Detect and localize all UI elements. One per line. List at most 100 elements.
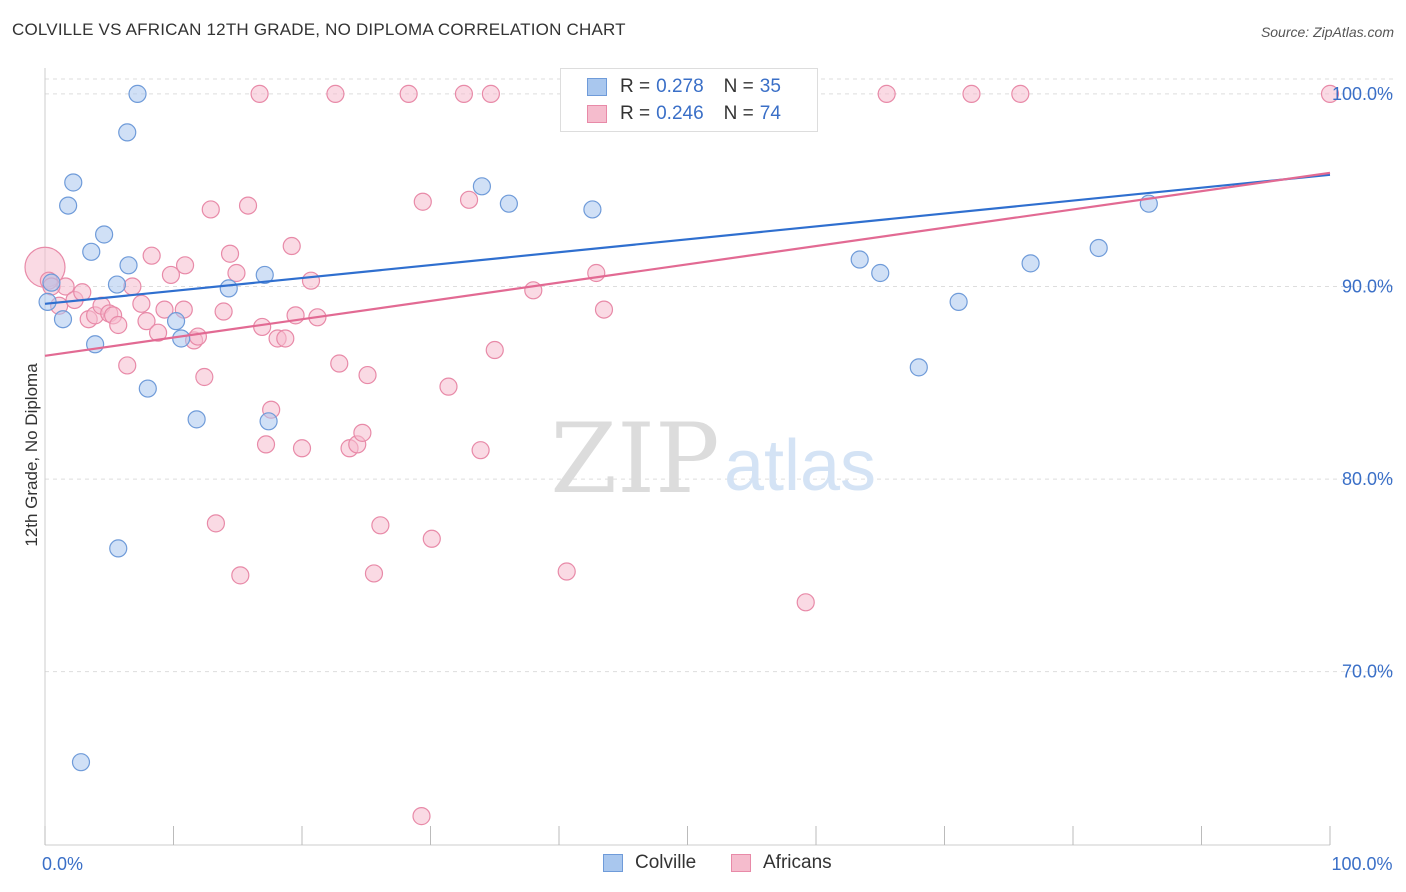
africans-point xyxy=(471,441,490,460)
colville-trend-line xyxy=(44,173,1331,305)
colville-legend-swatch xyxy=(603,854,623,872)
axes xyxy=(44,68,1331,846)
africans-point xyxy=(123,277,142,296)
africans-point xyxy=(220,244,240,263)
colville-point xyxy=(1089,238,1108,258)
trend-lines xyxy=(44,171,1331,357)
series-legend: Colville Africans xyxy=(0,852,1406,876)
africans-r-value: 0.246 xyxy=(656,103,704,124)
africans-point xyxy=(399,84,418,103)
colville-point xyxy=(909,358,928,377)
africans-point xyxy=(358,365,377,385)
watermark: ZIP atlas xyxy=(550,403,876,515)
colville-point xyxy=(219,279,238,298)
africans-point xyxy=(459,190,479,209)
y-tick-label: 80.0% xyxy=(1342,469,1393,489)
stats-legend: R = 0.278 N = 35 R = 0.246 N = 74 xyxy=(560,68,818,132)
africans-point xyxy=(214,302,233,321)
africans-point xyxy=(330,354,349,373)
africans-point xyxy=(326,84,345,103)
colville-point xyxy=(187,410,206,429)
africans-point xyxy=(282,236,301,256)
colville-point xyxy=(109,539,128,558)
africans-point xyxy=(148,323,168,342)
legend-item-africans[interactable]: Africans xyxy=(731,852,832,874)
colville-point xyxy=(583,200,602,219)
africans-point xyxy=(364,564,384,583)
africans-point xyxy=(422,529,441,548)
colville-point xyxy=(82,242,101,261)
africans-point xyxy=(256,435,276,454)
legend-row-africans: R = 0.246 N = 74 xyxy=(587,102,781,126)
x-tick-label: 100.0% xyxy=(1331,854,1392,874)
colville-point xyxy=(128,84,147,103)
colville-point xyxy=(71,753,91,772)
africans-legend-label: Africans xyxy=(763,852,832,873)
watermark-zip: ZIP xyxy=(550,403,719,515)
data-points xyxy=(24,84,1340,826)
colville-point xyxy=(949,292,968,311)
y-tick-label: 90.0% xyxy=(1342,276,1393,296)
africans-point xyxy=(276,329,295,348)
africans-n-value: 74 xyxy=(759,103,781,124)
africans-point xyxy=(73,283,92,302)
colville-point xyxy=(472,177,491,196)
legend-item-colville[interactable]: Colville xyxy=(603,852,696,874)
africans-point xyxy=(253,317,272,337)
y-tick-label: 100.0% xyxy=(1332,84,1393,104)
africans-point xyxy=(227,263,246,283)
colville-point xyxy=(118,123,137,142)
colville-point xyxy=(64,173,83,192)
africans-point xyxy=(796,593,815,612)
africans-point xyxy=(137,312,156,331)
africans-point xyxy=(175,256,195,275)
africans-point xyxy=(231,566,250,585)
colville-point xyxy=(259,412,278,431)
africans-point xyxy=(454,84,474,103)
africans-point xyxy=(206,514,226,533)
africans-point xyxy=(439,377,458,396)
africans-point xyxy=(195,367,214,387)
colville-point xyxy=(53,310,73,329)
africans-point xyxy=(188,327,208,346)
africans-point xyxy=(877,84,896,103)
africans-point xyxy=(132,294,151,313)
africans-point xyxy=(109,315,128,335)
africans-r-label: R = xyxy=(620,103,651,124)
africans-point xyxy=(118,356,137,375)
watermark-atlas: atlas xyxy=(724,426,876,506)
africans-legend-swatch xyxy=(731,854,751,872)
colville-legend-label: Colville xyxy=(635,852,697,873)
africans-swatch xyxy=(587,105,607,123)
colville-point xyxy=(59,196,78,215)
colville-point xyxy=(850,250,869,269)
africans-point xyxy=(1011,84,1030,103)
africans-point xyxy=(1320,84,1340,103)
colville-point xyxy=(166,312,186,331)
colville-point xyxy=(138,379,157,398)
colville-point xyxy=(42,273,61,292)
chart-title: COLVILLE VS AFRICAN 12TH GRADE, NO DIPLO… xyxy=(12,20,626,39)
legend-row-colville: R = 0.278 N = 35 xyxy=(587,75,781,99)
colville-point xyxy=(95,225,114,244)
colville-r-label: R = xyxy=(620,76,651,97)
africans-point xyxy=(594,300,614,319)
africans-point xyxy=(557,562,576,581)
colville-point xyxy=(119,256,138,275)
source-credit: Source: ZipAtlas.com xyxy=(1260,24,1394,40)
africans-point xyxy=(301,271,321,290)
grid-lines xyxy=(45,78,1394,673)
colville-point xyxy=(871,263,890,283)
africans-point xyxy=(238,196,258,215)
africans-point xyxy=(481,84,500,103)
colville-n-label: N = xyxy=(723,76,754,97)
colville-swatch xyxy=(587,78,607,96)
africans-point xyxy=(161,265,181,285)
africans-point xyxy=(962,84,981,103)
africans-point xyxy=(142,246,161,265)
africans-point xyxy=(155,300,174,319)
africans-point xyxy=(371,516,390,535)
africans-n-label: N = xyxy=(723,103,754,124)
colville-point xyxy=(107,275,127,294)
